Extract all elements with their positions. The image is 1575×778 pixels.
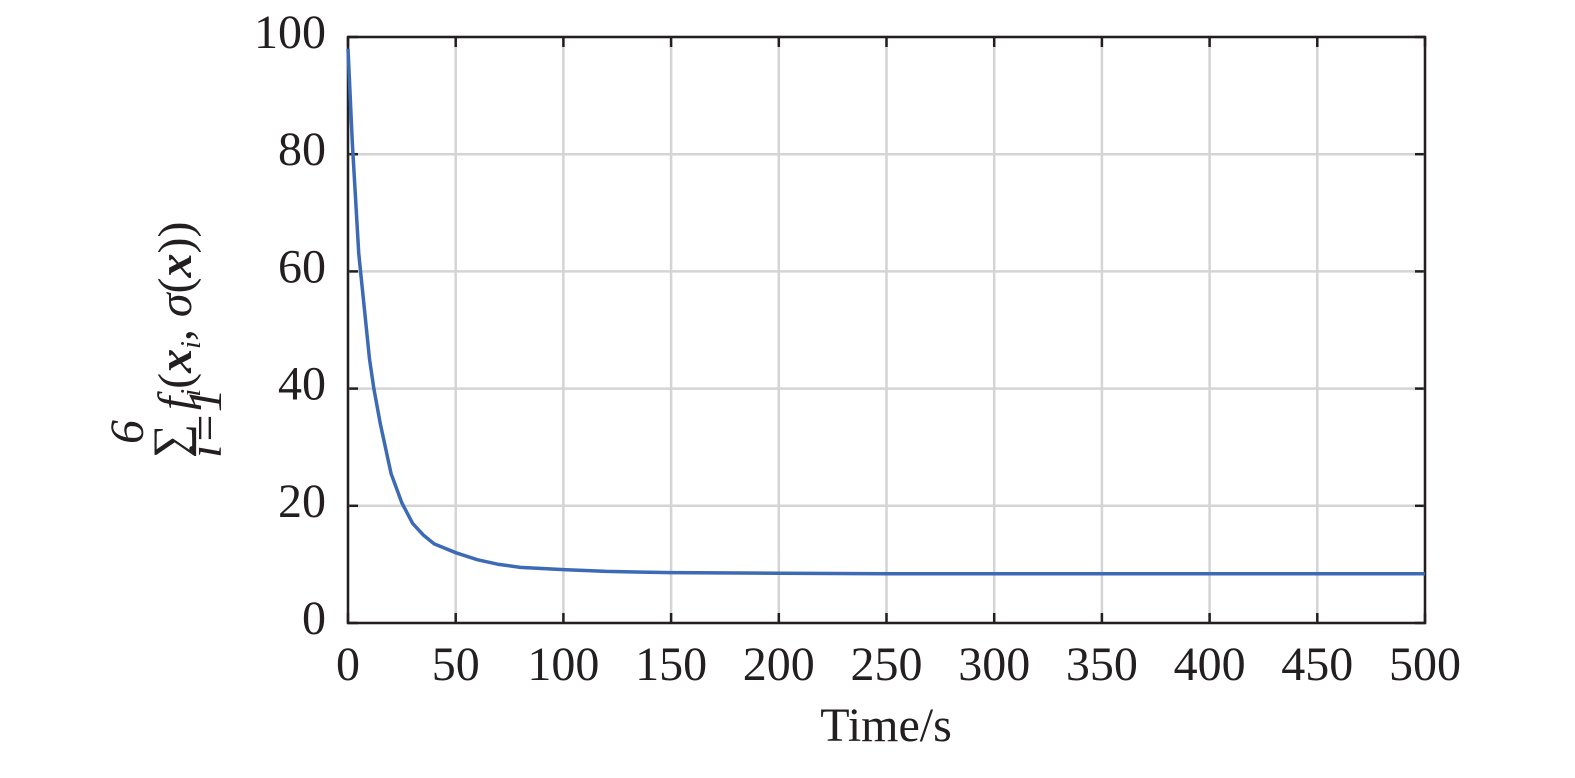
y-label-part: , (149, 317, 202, 341)
x-tick-label: 50 (432, 638, 480, 691)
x-tick-label: 0 (336, 638, 360, 691)
y-label-part: i=1 (179, 388, 232, 458)
y-label-part: )) (149, 221, 202, 253)
x-tick-label: 100 (527, 638, 599, 691)
x-tick-label: 400 (1174, 638, 1246, 691)
y-label-part: i (176, 389, 207, 397)
x-tick-label: 200 (743, 638, 815, 691)
y-tick-label: 80 (278, 123, 326, 176)
y-label-part: σ (149, 291, 202, 317)
y-label-part: 6 (101, 420, 154, 444)
y-axis-label: ∑ 6 i=1 fi(xi, σ(x)) (101, 221, 232, 458)
x-tick-label: 350 (1066, 638, 1138, 691)
y-tick-label: 60 (278, 240, 326, 293)
data-line (346, 48, 1425, 576)
y-tick-label: 0 (302, 592, 326, 645)
y-label-part: ∑ (144, 424, 197, 458)
y-tick-label: 20 (278, 475, 326, 528)
y-label-part: fi(xi, σ(x)) (149, 221, 207, 410)
plot-frame (346, 35, 1427, 625)
y-label-part: x (149, 253, 202, 278)
y-label-part: x (149, 349, 202, 374)
y-tick-label: 40 (278, 358, 326, 411)
y-label-part: i (176, 341, 207, 349)
y-label-part: ( (149, 277, 202, 293)
y-tick-label: 100 (254, 6, 326, 59)
x-tick-label: 150 (635, 638, 707, 691)
x-tick-label: 450 (1281, 638, 1353, 691)
x-tick-label: 500 (1389, 638, 1461, 691)
x-axis-label: Time/s (820, 699, 952, 752)
x-tick-label: 300 (958, 638, 1030, 691)
y-label-part: ( (149, 373, 202, 389)
x-tick-label: 250 (851, 638, 923, 691)
